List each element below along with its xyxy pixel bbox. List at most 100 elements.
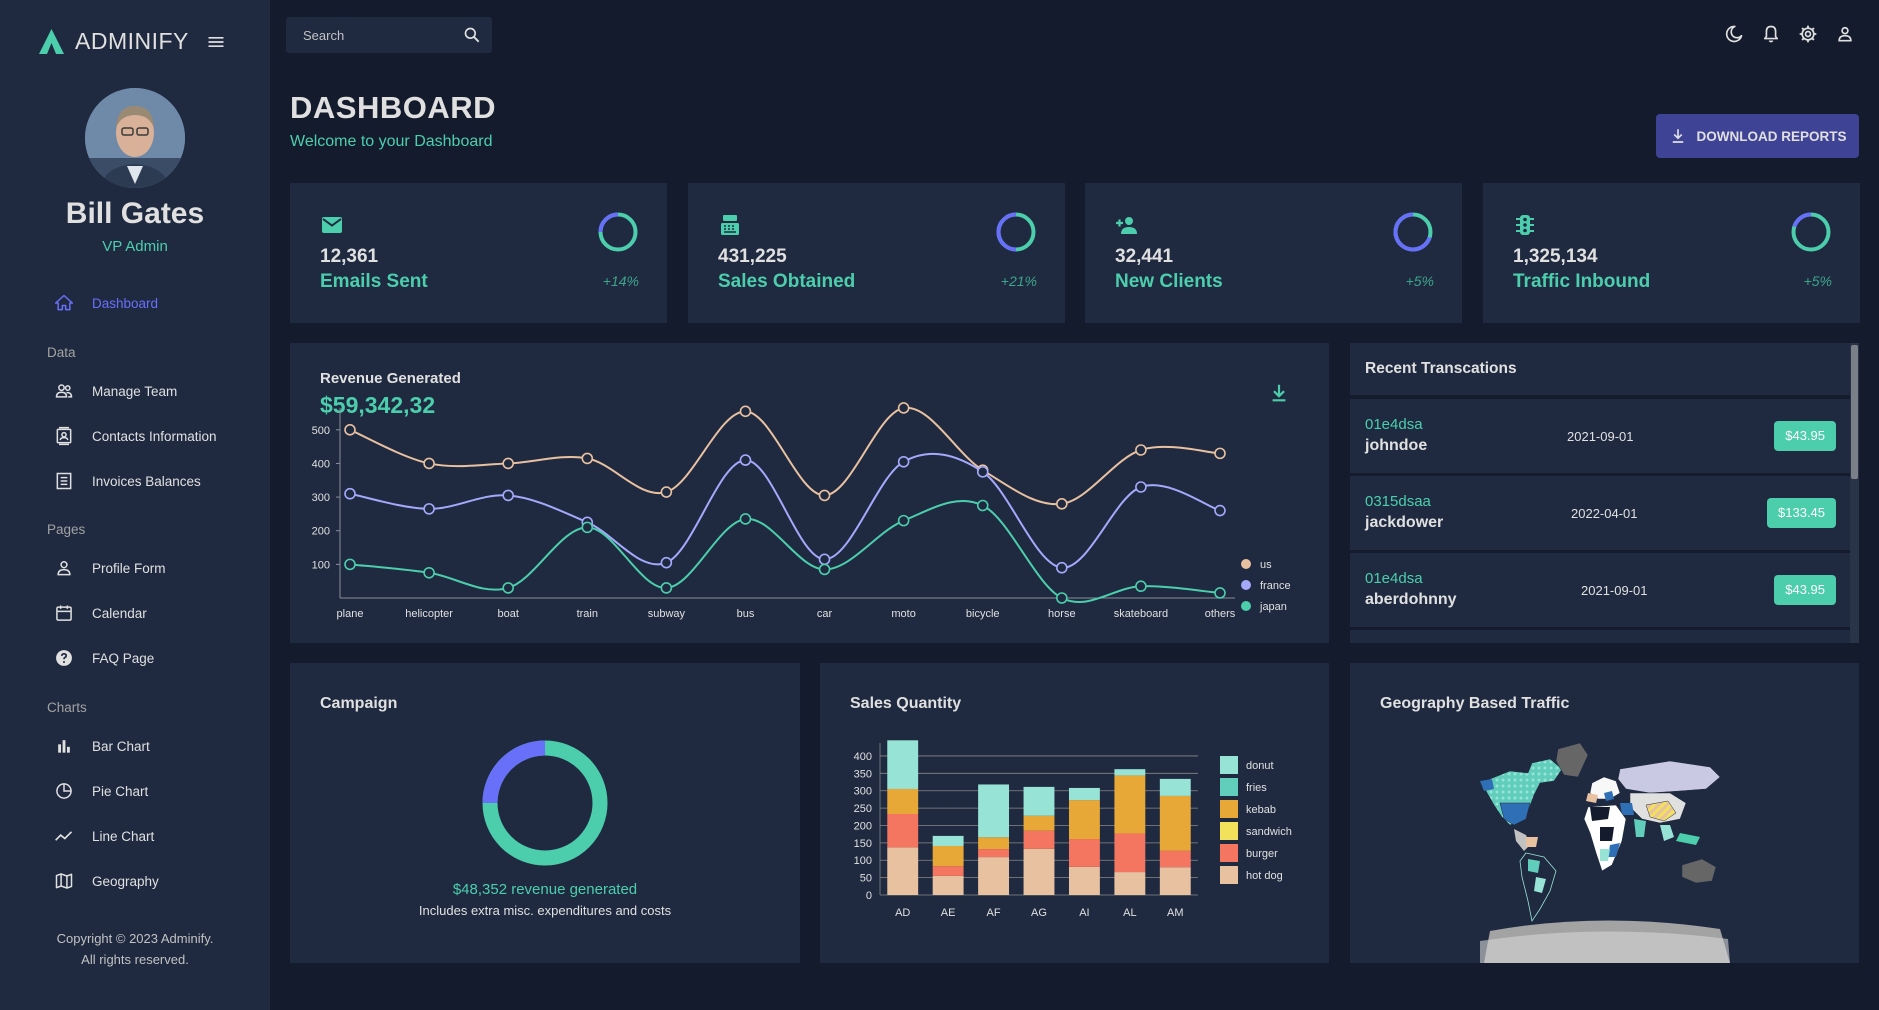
data-point[interactable] [581,452,594,465]
transaction-cost: $43.95 [1774,575,1836,605]
menu-toggle-icon[interactable] [206,32,226,52]
bar-segment-hot-dog[interactable] [1159,867,1191,895]
data-point[interactable] [1135,580,1147,593]
sidebar-item-bar-chart[interactable]: Bar Chart [54,734,150,758]
sidebar-item-calendar[interactable]: Calendar [54,601,147,625]
bar-segment-donut[interactable] [1159,778,1191,796]
series-line-us [349,406,1221,506]
data-point[interactable] [1135,444,1147,456]
data-point[interactable] [502,457,514,470]
bar-segment-burger[interactable] [932,866,964,876]
bar-segment-donut[interactable] [1068,787,1100,801]
data-point[interactable] [502,582,514,594]
sidebar-item-faq[interactable]: FAQ Page [54,646,154,670]
download-reports-label: DOWNLOAD REPORTS [1696,128,1847,144]
search-icon[interactable] [462,25,482,45]
data-point[interactable] [502,489,514,502]
brand[interactable]: ADMINIFY [38,28,189,55]
bar-segment-hot-dog[interactable] [1114,872,1146,895]
bell-icon[interactable] [1761,24,1781,44]
bar-segment-donut[interactable] [932,835,964,846]
data-point[interactable] [1056,498,1068,510]
avatar[interactable] [85,88,185,188]
bar-segment-kebab[interactable] [1068,800,1100,840]
scrollbar-thumb[interactable] [1851,345,1858,479]
sidebar-item-profile-form[interactable]: Profile Form [54,556,166,580]
bar-segment-hot-dog[interactable] [887,847,919,895]
bar-segment-hot-dog[interactable] [978,857,1010,895]
download-reports-button[interactable]: DOWNLOAD REPORTS [1656,114,1859,158]
transaction-row[interactable] [1350,630,1850,643]
bar-segment-kebab[interactable] [887,788,919,815]
data-point[interactable] [1135,481,1147,493]
progress-circle [1393,212,1433,252]
sidebar-item-line-chart[interactable]: Line Chart [54,824,154,848]
moon-icon[interactable] [1724,24,1744,44]
data-point[interactable] [581,521,594,534]
bar-segment-kebab[interactable] [1023,815,1055,831]
transaction-row[interactable]: 01e4dsa johndoe 2021-09-01 $43.95 [1350,399,1850,473]
data-point[interactable] [739,405,752,418]
bar-segment-hot-dog[interactable] [1068,866,1100,895]
data-point[interactable] [818,563,831,576]
bar-segment-kebab[interactable] [1114,775,1146,834]
download-icon[interactable] [1268,382,1290,404]
sidebar-item-manage-team[interactable]: Manage Team [54,379,177,403]
search-input[interactable] [301,26,455,44]
bar-segment-donut[interactable] [887,740,919,789]
sidebar-item-pie-chart[interactable]: Pie Chart [54,779,148,803]
data-point[interactable] [818,489,831,502]
person-icon[interactable] [1835,24,1855,44]
data-point[interactable] [423,566,435,579]
scrollbar-track[interactable] [1850,343,1859,643]
bar-segment-kebab[interactable] [1159,795,1191,851]
data-point[interactable] [1214,504,1226,517]
stat-card-sales: 431,225 Sales Obtained +21% [688,183,1065,323]
data-point[interactable] [897,514,910,527]
bar-segment-kebab[interactable] [932,845,964,867]
data-point[interactable] [660,486,673,498]
data-point[interactable] [423,503,435,515]
data-point[interactable] [739,454,752,466]
data-point[interactable] [739,513,752,525]
data-point[interactable] [976,499,989,512]
data-point[interactable] [660,582,673,594]
sidebar-item-geography[interactable]: Geography [54,869,159,893]
bar-segment-burger[interactable] [1159,850,1191,868]
sidebar-item-contacts[interactable]: Contacts Information [54,424,217,448]
data-point[interactable] [344,558,356,571]
data-point[interactable] [818,553,831,566]
data-point[interactable] [897,455,910,468]
bar-segment-burger[interactable] [887,814,919,848]
gear-icon[interactable] [1798,24,1818,44]
data-point[interactable] [1214,447,1226,460]
bar-segment-hot-dog[interactable] [1023,848,1055,895]
bar-segment-burger[interactable] [1114,833,1146,873]
bar-segment-donut[interactable] [978,784,1010,838]
sidebar-item-dashboard[interactable]: Dashboard [54,291,158,315]
transaction-row[interactable]: 01e4dsa aberdohnny 2021-09-01 $43.95 [1350,553,1850,627]
bar-segment-burger[interactable] [1068,839,1100,867]
bar-segment-kebab[interactable] [978,837,1010,850]
transaction-row[interactable]: 0315dsaa jackdower 2022-04-01 $133.45 [1350,476,1850,550]
data-point[interactable] [1214,587,1226,599]
data-point[interactable] [344,487,356,500]
bar-segment-donut[interactable] [1023,786,1055,816]
world-map[interactable] [1470,741,1730,963]
stat-label: New Clients [1115,271,1223,292]
bar-segment-burger[interactable] [1023,830,1055,849]
data-point[interactable] [660,556,673,569]
point-of-sale-icon [721,215,739,235]
sidebar-item-invoices[interactable]: Invoices Balances [54,469,201,493]
progress-circle [598,212,638,252]
bar-segment-burger[interactable] [978,849,1010,858]
bar-segment-hot-dog[interactable] [932,875,964,895]
data-point[interactable] [344,424,356,436]
data-point[interactable] [897,402,910,414]
data-point[interactable] [423,457,435,470]
data-point[interactable] [1056,561,1068,574]
data-point[interactable] [1056,592,1068,604]
data-point[interactable] [976,466,989,478]
ring-progress [482,740,608,866]
bar-segment-donut[interactable] [1114,769,1146,776]
